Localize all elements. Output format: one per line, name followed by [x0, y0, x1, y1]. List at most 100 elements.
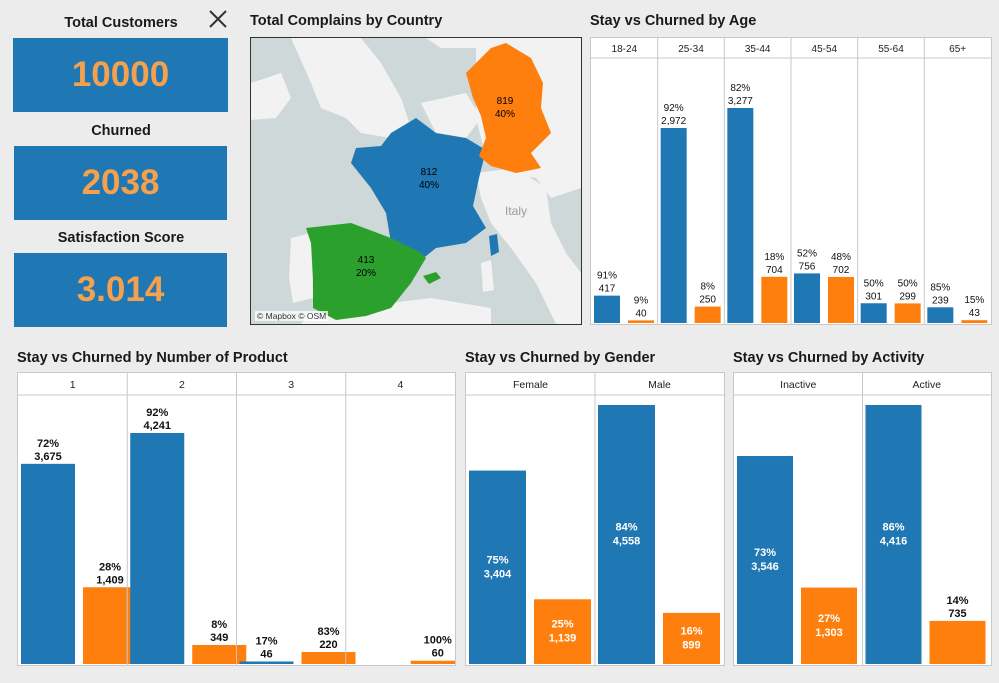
- bar-stay: [469, 470, 526, 664]
- category-label: 25-34: [678, 44, 704, 55]
- country-map[interactable]: 812 40% 819 40% 413 20% Italy © Mapbox ©…: [250, 37, 582, 325]
- total-customers-card: 10000: [13, 38, 228, 112]
- bar-churned: [83, 587, 137, 664]
- bar-value-label: 1,409: [96, 574, 124, 586]
- category-label: 1: [70, 379, 76, 391]
- bar-value-label: 2,972: [661, 116, 686, 127]
- bar-value-label: 349: [210, 632, 228, 644]
- bar-value-label: 704: [766, 265, 783, 276]
- bar-pct-label: 52%: [797, 248, 817, 259]
- bar-pct-label: 84%: [615, 522, 637, 534]
- country-germany: [466, 43, 551, 173]
- country-spain: [306, 223, 426, 320]
- bar-pct-label: 25%: [551, 619, 573, 631]
- close-icon[interactable]: [207, 8, 229, 30]
- bar-stay: [794, 273, 820, 323]
- label-france-pct: 40%: [419, 180, 439, 191]
- bar-pct-label: 16%: [680, 625, 702, 637]
- bar-churned: [534, 599, 591, 664]
- bar-stay: [727, 108, 754, 323]
- category-label: 3: [288, 379, 294, 391]
- age-chart-title: Stay vs Churned by Age: [590, 13, 757, 29]
- gender-chart-title: Stay vs Churned by Gender: [465, 350, 656, 366]
- bar-value-label: 4,558: [613, 536, 641, 548]
- category-label: 2: [179, 379, 185, 391]
- bar-pct-label: 72%: [37, 438, 59, 450]
- bar-pct-label: 50%: [864, 278, 884, 289]
- bar-value-label: 3,277: [728, 96, 753, 107]
- category-label: Female: [513, 379, 548, 391]
- bar-stay: [660, 128, 687, 323]
- balearic-islands: [423, 272, 441, 284]
- bar-churned: [663, 612, 720, 664]
- label-germany-value: 819: [497, 96, 514, 107]
- product-chart: 1 72% 3,675 28% 1,409 2 92% 4,241 8% 349 3 17% 46 83%…: [17, 372, 456, 666]
- bar-stay: [239, 661, 294, 664]
- bar-churned: [929, 620, 986, 664]
- bar-stay: [21, 463, 75, 664]
- bar-value-label: 46: [260, 648, 272, 660]
- label-italy: Italy: [505, 204, 527, 218]
- bar-value-label: 4,416: [880, 536, 908, 548]
- bar-churned: [801, 587, 857, 664]
- land-sardinia: [481, 260, 494, 292]
- satisfaction-value: 3.014: [76, 270, 165, 309]
- category-label: 55-64: [878, 44, 904, 55]
- land-portugal: [289, 233, 313, 303]
- bar-stay: [865, 405, 922, 664]
- bar-value-label: 735: [948, 608, 966, 620]
- land-italy: [476, 168, 581, 324]
- bar-value-label: 43: [969, 308, 981, 319]
- bar-value-label: 756: [799, 261, 816, 272]
- land-corsica: [489, 234, 499, 256]
- bar-value-label: 301: [865, 291, 882, 302]
- bar-pct-label: 100%: [424, 635, 452, 647]
- total-customers-value: 10000: [71, 55, 170, 94]
- bar-pct-label: 92%: [664, 103, 684, 114]
- bar-churned: [828, 276, 854, 323]
- product-chart-title: Stay vs Churned by Number of Product: [17, 350, 288, 366]
- bar-churned: [301, 652, 356, 664]
- bar-pct-label: 82%: [730, 83, 750, 94]
- land-benelux: [421, 93, 481, 138]
- bar-value-label: 1,139: [549, 633, 577, 645]
- total-customers-title: Total Customers: [64, 15, 178, 31]
- bar-pct-label: 27%: [818, 613, 840, 625]
- churned-value: 2038: [81, 163, 160, 202]
- bar-value-label: 417: [599, 284, 616, 295]
- bar-value-label: 702: [833, 265, 850, 276]
- bar-stay: [860, 303, 887, 323]
- land-scandinavia: [426, 38, 486, 48]
- bar-stay: [130, 433, 185, 664]
- bar-churned: [628, 320, 654, 323]
- bar-churned: [761, 276, 788, 323]
- bar-pct-label: 8%: [211, 619, 227, 631]
- land-ireland: [251, 73, 291, 120]
- gender-chart: Female 75% 3,404 25% 1,139 Male 84% 4,558 16% 899: [465, 372, 725, 666]
- activity-chart-title: Stay vs Churned by Activity: [733, 350, 925, 366]
- category-label: Male: [648, 379, 671, 391]
- satisfaction-title: Satisfaction Score: [57, 230, 185, 246]
- bar-pct-label: 73%: [754, 547, 776, 559]
- bar-pct-label: 15%: [964, 295, 984, 306]
- bar-stay: [927, 307, 954, 323]
- age-chart: 18-24 91% 417 9% 40 25-34 92% 2,972 8% 250 35-44 82…: [590, 37, 992, 325]
- country-france: [351, 118, 486, 260]
- bar-pct-label: 48%: [831, 252, 851, 263]
- bar-pct-label: 50%: [898, 278, 918, 289]
- bar-stay: [594, 295, 620, 323]
- bar-pct-label: 17%: [255, 635, 277, 647]
- bar-pct-label: 91%: [597, 271, 617, 282]
- bar-churned: [894, 303, 921, 323]
- bar-value-label: 3,546: [751, 561, 779, 573]
- activity-chart: Inactive 73% 3,546 27% 1,303 Active 86% 4,416 14…: [733, 372, 992, 666]
- satisfaction-card: 3.014: [14, 253, 227, 327]
- bar-churned: [694, 306, 721, 323]
- category-label: 18-24: [612, 44, 638, 55]
- bar-pct-label: 8%: [700, 282, 715, 293]
- bar-churned: [410, 660, 455, 664]
- bar-value-label: 40: [635, 308, 647, 319]
- label-spain-pct: 20%: [356, 268, 376, 279]
- bar-pct-label: 86%: [882, 522, 904, 534]
- bar-value-label: 250: [699, 295, 716, 306]
